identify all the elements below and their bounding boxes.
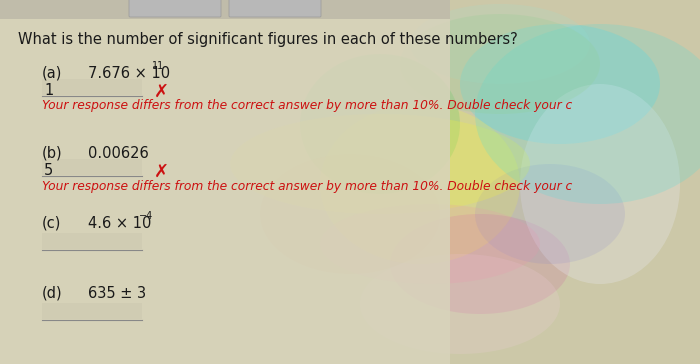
Ellipse shape: [400, 14, 600, 114]
Ellipse shape: [460, 24, 660, 144]
Bar: [42, 159, 142, 175]
Bar: [0, 0, 450, 19]
Bar: [42, 233, 142, 249]
FancyBboxPatch shape: [229, 0, 321, 17]
Text: (a): (a): [42, 66, 62, 81]
Text: 7.676 × 10: 7.676 × 10: [88, 66, 170, 81]
Text: (b): (b): [42, 146, 62, 161]
Text: 635 ± 3: 635 ± 3: [88, 286, 146, 301]
Ellipse shape: [320, 104, 520, 264]
Text: What is the number of significant figures in each of these numbers?: What is the number of significant figure…: [18, 32, 518, 47]
Text: 5: 5: [44, 163, 53, 178]
Text: 11: 11: [152, 61, 164, 71]
Ellipse shape: [260, 154, 440, 274]
Ellipse shape: [230, 114, 530, 214]
Ellipse shape: [475, 164, 625, 264]
FancyBboxPatch shape: [129, 0, 221, 17]
Text: 4.6 × 10: 4.6 × 10: [88, 216, 151, 231]
Text: Your response differs from the correct answer by more than 10%. Double check you: Your response differs from the correct a…: [42, 99, 573, 112]
Text: 1: 1: [44, 83, 53, 98]
Text: (d): (d): [42, 286, 62, 301]
Text: ✗: ✗: [154, 83, 169, 101]
Ellipse shape: [475, 24, 700, 204]
Text: −4: −4: [139, 211, 153, 221]
Ellipse shape: [300, 54, 460, 194]
Bar: [42, 303, 142, 319]
Ellipse shape: [410, 4, 590, 84]
Bar: [42, 79, 142, 95]
Ellipse shape: [320, 204, 540, 284]
Text: (c): (c): [42, 216, 62, 231]
Ellipse shape: [360, 254, 560, 354]
Text: 0.00626: 0.00626: [88, 146, 148, 161]
Text: Your response differs from the correct answer by more than 10%. Double check you: Your response differs from the correct a…: [42, 180, 573, 193]
Bar: [0, 0, 450, 364]
Text: ✗: ✗: [154, 163, 169, 181]
Ellipse shape: [520, 84, 680, 284]
Ellipse shape: [390, 214, 570, 314]
